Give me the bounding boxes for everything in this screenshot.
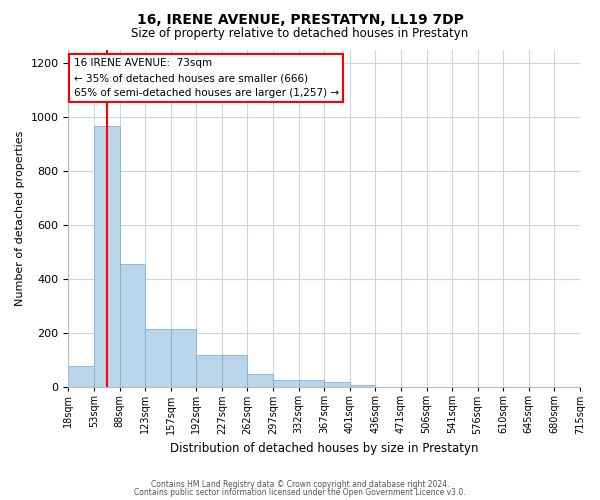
Text: 16 IRENE AVENUE:  73sqm
← 35% of detached houses are smaller (666)
65% of semi-d: 16 IRENE AVENUE: 73sqm ← 35% of detached…	[74, 58, 338, 98]
X-axis label: Distribution of detached houses by size in Prestatyn: Distribution of detached houses by size …	[170, 442, 478, 455]
Bar	[350, 384, 376, 387]
Bar	[94, 126, 119, 387]
Bar	[145, 329, 171, 387]
Bar	[196, 355, 222, 387]
Bar	[171, 329, 196, 387]
Bar	[324, 382, 350, 387]
Bar	[273, 380, 299, 387]
Y-axis label: Number of detached properties: Number of detached properties	[15, 131, 25, 306]
Bar	[68, 366, 94, 387]
Bar	[247, 374, 273, 387]
Text: Contains HM Land Registry data © Crown copyright and database right 2024.: Contains HM Land Registry data © Crown c…	[151, 480, 449, 489]
Bar	[299, 380, 324, 387]
Text: Size of property relative to detached houses in Prestatyn: Size of property relative to detached ho…	[131, 28, 469, 40]
Bar	[119, 264, 145, 387]
Bar	[222, 355, 247, 387]
Text: Contains public sector information licensed under the Open Government Licence v3: Contains public sector information licen…	[134, 488, 466, 497]
Text: 16, IRENE AVENUE, PRESTATYN, LL19 7DP: 16, IRENE AVENUE, PRESTATYN, LL19 7DP	[137, 12, 463, 26]
